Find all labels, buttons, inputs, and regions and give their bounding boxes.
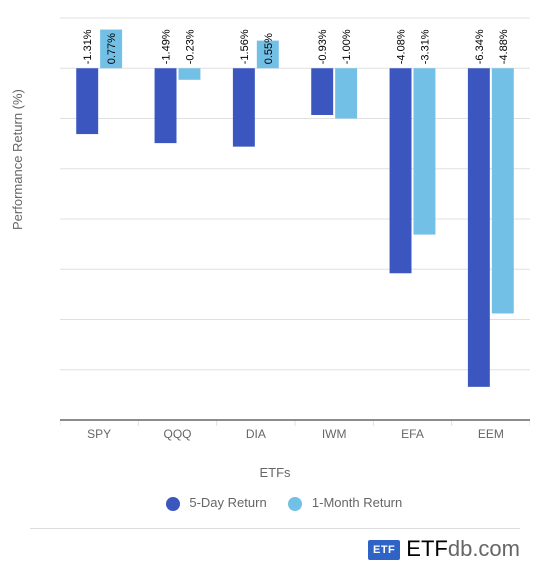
footer-logo: ETFETFdb.com [368,536,520,562]
svg-text:0.55%: 0.55% [263,33,275,64]
y-axis-label: Performance Return (%) [10,89,25,230]
svg-text:-4.88%: -4.88% [498,29,510,64]
divider [30,528,520,529]
bar-chart: -1.31% 0.77% -1.49% -0.23% -1.56% 0.55% -0.93%… [60,10,530,450]
svg-text:EFA: EFA [401,427,424,441]
svg-text:DIA: DIA [246,427,266,441]
svg-text:-6.34%: -6.34% [474,29,486,64]
legend-label-1month: 1-Month Return [312,495,402,510]
svg-text:EEM: EEM [478,427,504,441]
svg-text:-1.00%: -1.00% [341,29,353,64]
svg-text:-3.31%: -3.31% [419,29,431,64]
legend-swatch-5day [166,497,180,511]
svg-text:-1.56%: -1.56% [239,29,251,64]
svg-text:QQQ: QQQ [163,427,191,441]
svg-text:-4.08%: -4.08% [396,29,408,64]
svg-text:0.77%: 0.77% [106,33,118,64]
legend-swatch-1month [288,497,302,511]
svg-text:SPY: SPY [87,427,111,441]
legend-label-5day: 5-Day Return [189,495,266,510]
logo-badge: ETF [368,540,400,560]
x-axis-label: ETFs [0,465,550,480]
svg-text:-0.93%: -0.93% [317,29,329,64]
svg-text:-1.49%: -1.49% [161,29,173,64]
svg-text:IWM: IWM [322,427,347,441]
logo-tld: .com [472,536,520,561]
logo-main: ETF [406,536,448,561]
svg-text:-1.31%: -1.31% [82,29,94,64]
svg-text:-0.23%: -0.23% [184,29,196,64]
legend: 5-Day Return 1-Month Return [0,495,550,511]
logo-suffix: db [448,536,472,561]
